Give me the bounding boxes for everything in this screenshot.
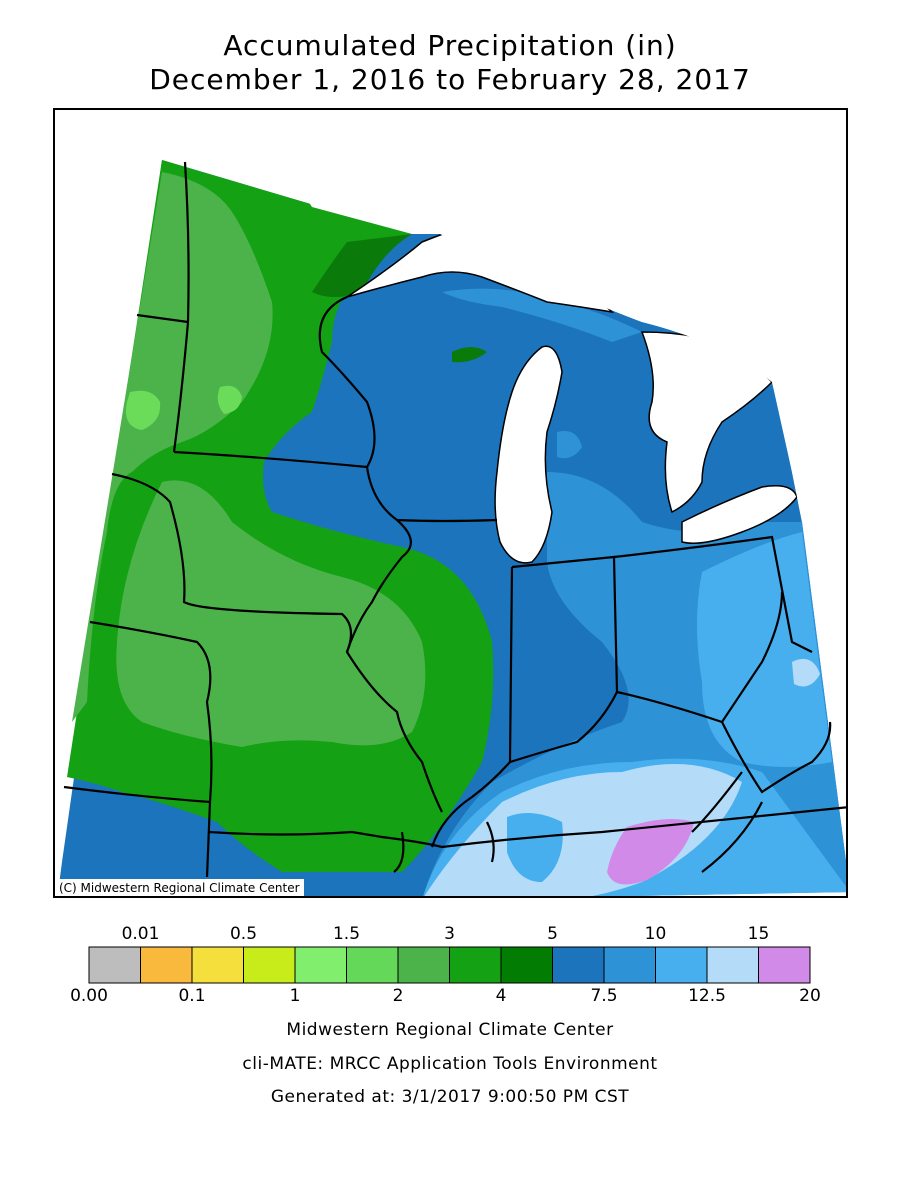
lake-michigan <box>494 345 563 564</box>
legend-label-bottom: 0.1 <box>178 986 205 1005</box>
legend-label-bottom: 12.5 <box>688 986 726 1005</box>
footer-organization: Midwestern Regional Climate Center <box>286 1020 614 1040</box>
precip-region-green-light <box>72 172 273 722</box>
legend-label-top: 10 <box>645 924 667 944</box>
legend-label-bottom: 0.00 <box>70 986 108 1005</box>
legend-swatch <box>346 946 399 984</box>
footer-toolset: cli-MATE: MRCC Application Tools Environ… <box>242 1054 658 1074</box>
legend-swatch <box>397 946 450 984</box>
legend-label-top: 0.5 <box>230 924 257 944</box>
canada-region <box>252 112 846 522</box>
map-copyright: (C) Midwestern Regional Climate Center <box>55 879 304 896</box>
precip-region-green-dark <box>312 234 412 297</box>
legend-swatch <box>603 946 656 984</box>
legend-label-top: 1.5 <box>333 924 360 944</box>
legend-swatch <box>243 946 296 984</box>
legend-swatch <box>191 946 244 984</box>
legend-swatch <box>706 946 759 984</box>
legend-swatch <box>655 946 708 984</box>
precip-region-blue-pale <box>792 658 820 687</box>
legend-label-bottom: 1 <box>290 986 301 1005</box>
legend-label-bottom: 4 <box>496 986 507 1005</box>
legend-label-top: 15 <box>748 924 770 944</box>
state-boundaries <box>63 161 846 878</box>
legend-label-bottom: 2 <box>393 986 404 1005</box>
precip-region-green-pale <box>217 385 242 414</box>
legend-swatch <box>140 946 193 984</box>
legend-swatch <box>88 946 141 984</box>
color-legend: 0.01 0.5 1.5 3 5 10 15 0.00 0.1 1 2 4 7.5 12.5 20 <box>0 915 900 1005</box>
map-date-range: December 1, 2016 to February 28, 2017 <box>149 63 751 96</box>
precip-region-blue-mid <box>442 288 642 342</box>
legend-swatch <box>294 946 347 984</box>
legend-swatch <box>552 946 605 984</box>
legend-swatch <box>449 946 502 984</box>
legend-label-top: 5 <box>547 924 558 944</box>
map-title: Accumulated Precipitation (in) <box>223 29 677 62</box>
footer-generated-at: Generated at: 3/1/2017 9:00:50 PM CST <box>270 1087 630 1107</box>
precipitation-map: (C) Midwestern Regional Climate Center <box>53 108 848 898</box>
legend-label-top: 3 <box>444 924 455 944</box>
precip-region-blue-light <box>697 532 832 767</box>
precip-region-violet <box>607 818 694 885</box>
legend-label-bottom: 7.5 <box>590 986 617 1005</box>
legend-label-top: 0.01 <box>122 924 160 944</box>
precip-region-blue-mid <box>557 431 582 459</box>
legend-swatch <box>758 946 811 984</box>
precip-region-green-dark <box>452 347 487 363</box>
precip-region-blue-light <box>507 813 563 882</box>
precip-region-green-pale <box>126 390 161 430</box>
precip-region-green-light <box>116 480 426 747</box>
legend-label-bottom: 20 <box>799 986 821 1005</box>
legend-swatch <box>500 946 553 984</box>
